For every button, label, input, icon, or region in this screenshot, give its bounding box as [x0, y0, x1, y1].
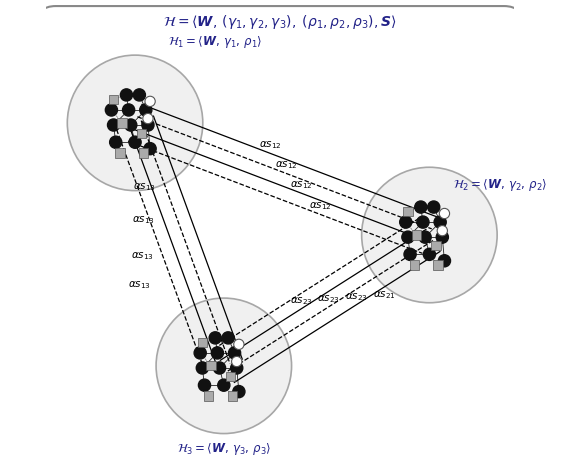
- Circle shape: [438, 255, 450, 267]
- Circle shape: [123, 104, 135, 116]
- Bar: [403, 207, 412, 216]
- Circle shape: [423, 248, 436, 260]
- FancyBboxPatch shape: [37, 6, 523, 470]
- Text: $\alpha s_{12}$: $\alpha s_{12}$: [310, 200, 332, 212]
- Circle shape: [142, 119, 154, 131]
- Circle shape: [415, 201, 427, 213]
- Circle shape: [400, 216, 412, 228]
- Circle shape: [211, 347, 223, 359]
- Circle shape: [434, 216, 446, 228]
- Bar: [198, 337, 207, 347]
- Text: $\alpha s_{12}$: $\alpha s_{12}$: [290, 179, 313, 191]
- Circle shape: [402, 231, 414, 243]
- Bar: [431, 241, 441, 251]
- Text: $\alpha s_{13}$: $\alpha s_{13}$: [133, 181, 156, 193]
- Text: $\alpha s_{23}$: $\alpha s_{23}$: [290, 295, 313, 307]
- Text: $\alpha s_{12}$: $\alpha s_{12}$: [258, 139, 281, 151]
- Circle shape: [143, 113, 153, 124]
- Circle shape: [437, 226, 448, 236]
- Circle shape: [107, 119, 120, 131]
- Circle shape: [222, 332, 234, 344]
- Text: $\alpha s_{13}$: $\alpha s_{13}$: [132, 214, 154, 226]
- Circle shape: [129, 136, 141, 148]
- Text: $\alpha s_{23}$: $\alpha s_{23}$: [318, 293, 340, 305]
- Circle shape: [231, 362, 243, 374]
- Circle shape: [218, 379, 230, 391]
- Circle shape: [105, 104, 118, 116]
- Bar: [109, 94, 118, 104]
- Bar: [410, 260, 419, 270]
- Bar: [228, 391, 237, 400]
- Circle shape: [156, 298, 291, 433]
- Circle shape: [198, 379, 211, 391]
- Circle shape: [145, 96, 155, 107]
- Bar: [139, 148, 148, 157]
- Text: $\alpha s_{13}$: $\alpha s_{13}$: [128, 279, 151, 291]
- Circle shape: [144, 142, 156, 155]
- Bar: [115, 148, 125, 157]
- Circle shape: [417, 216, 429, 228]
- Circle shape: [110, 136, 122, 148]
- Circle shape: [419, 231, 431, 243]
- Circle shape: [125, 119, 137, 131]
- Circle shape: [120, 89, 132, 101]
- Circle shape: [140, 104, 152, 116]
- Circle shape: [436, 231, 448, 243]
- Text: $\alpha s_{21}$: $\alpha s_{21}$: [373, 289, 395, 301]
- Circle shape: [133, 89, 145, 101]
- Circle shape: [439, 208, 450, 219]
- Circle shape: [233, 385, 245, 398]
- Bar: [118, 118, 127, 127]
- Text: $\mathcal{H}_1{=}\langle \boldsymbol{W},\,\gamma_1,\,\rho_1\rangle$: $\mathcal{H}_1{=}\langle \boldsymbol{W},…: [168, 34, 262, 50]
- Bar: [137, 129, 146, 138]
- Circle shape: [214, 362, 225, 374]
- Bar: [206, 361, 216, 370]
- Bar: [204, 391, 214, 400]
- Circle shape: [404, 248, 416, 260]
- Text: $\mathcal{H}{=}\langle \boldsymbol{W},\,(\gamma_1,\gamma_2,\gamma_3),\;(\rho_1,\: $\mathcal{H}{=}\langle \boldsymbol{W},\,…: [163, 13, 396, 31]
- Text: $\mathcal{H}_3{=}\langle \boldsymbol{W},\,\gamma_3,\,\rho_3\rangle$: $\mathcal{H}_3{=}\langle \boldsymbol{W},…: [177, 440, 271, 456]
- Text: $\mathcal{H}_2{=}\langle \boldsymbol{W},\,\gamma_2,\,\rho_2\rangle$: $\mathcal{H}_2{=}\langle \boldsymbol{W},…: [453, 177, 547, 193]
- Bar: [412, 230, 421, 240]
- Text: $\alpha s_{13}$: $\alpha s_{13}$: [131, 251, 154, 262]
- Circle shape: [197, 362, 208, 374]
- Circle shape: [428, 201, 440, 213]
- Bar: [225, 372, 235, 381]
- Circle shape: [209, 332, 222, 344]
- Text: $\alpha s_{23}$: $\alpha s_{23}$: [345, 291, 368, 303]
- Bar: [433, 260, 442, 270]
- Text: $\alpha s_{12}$: $\alpha s_{12}$: [274, 159, 297, 171]
- Circle shape: [362, 167, 497, 303]
- Circle shape: [233, 339, 244, 350]
- Circle shape: [67, 55, 203, 191]
- Circle shape: [228, 347, 241, 359]
- Circle shape: [194, 347, 206, 359]
- Circle shape: [232, 356, 242, 367]
